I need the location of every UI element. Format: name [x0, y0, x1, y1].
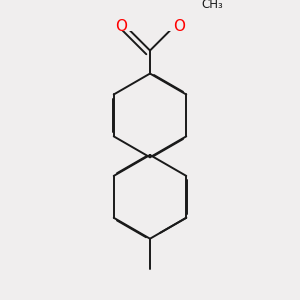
Text: CH₃: CH₃: [202, 0, 224, 11]
Text: O: O: [115, 19, 127, 34]
Text: O: O: [173, 19, 185, 34]
